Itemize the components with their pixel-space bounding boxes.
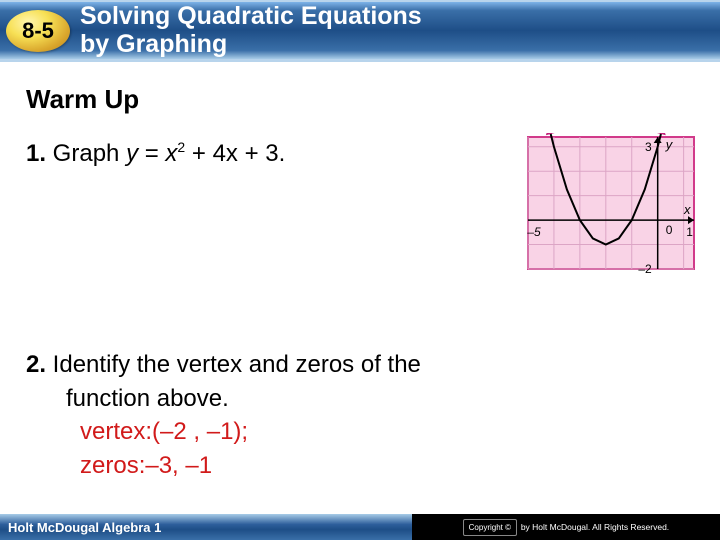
svg-text:0: 0 [666, 223, 673, 237]
q2-answer-2: zeros:–3, –1 [26, 449, 694, 483]
q1-rest: + 4x + 3. [185, 140, 285, 167]
lesson-title: Solving Quadratic Equations by Graphing [80, 3, 422, 58]
title-line-1: Solving Quadratic Equations [80, 3, 422, 31]
warmup-heading: Warm Up [26, 84, 694, 115]
svg-text:–5: –5 [526, 225, 541, 239]
q1-prefix: Graph [46, 140, 126, 167]
question-1-text: 1. Graph y = x2 + 4x + 3. [26, 133, 524, 168]
header-bar: 8-5 Solving Quadratic Equations by Graph… [0, 0, 720, 62]
title-line-2: by Graphing [80, 31, 422, 59]
content-area: Warm Up 1. Graph y = x2 + 4x + 3. –5 1 –2 3… [0, 62, 720, 492]
q2-answer-1: vertex:(–2 , –1); [26, 415, 694, 449]
q2-number: 2. [26, 351, 46, 378]
footer-copyright: Copyright © by Holt McDougal. All Rights… [412, 514, 720, 540]
copyright-text: by Holt McDougal. All Rights Reserved. [521, 522, 669, 532]
svg-text:1: 1 [686, 225, 693, 239]
q1-equals: = [138, 140, 165, 167]
q2-line-2: function above. [26, 382, 694, 416]
q2-text-a: Identify the vertex and zeros of the [46, 351, 421, 378]
lesson-number: 8-5 [22, 18, 54, 44]
footer-bar: Holt McDougal Algebra 1 Copyright © by H… [0, 514, 720, 540]
parabola-graph: –51–230xy [524, 133, 698, 273]
question-1-row: 1. Graph y = x2 + 4x + 3. –51–230xy [26, 133, 694, 278]
q1-var-y: y [126, 140, 138, 167]
svg-text:3: 3 [645, 140, 652, 154]
footer-book-title: Holt McDougal Algebra 1 [0, 514, 412, 540]
lesson-number-badge: 8-5 [6, 10, 70, 52]
q1-number: 1. [26, 140, 46, 167]
copyright-badge: Copyright © [463, 519, 517, 536]
q1-var-x: x [165, 140, 177, 167]
q2-line-1: 2. Identify the vertex and zeros of the [26, 348, 694, 382]
graph-container: –51–230xy [524, 133, 698, 278]
svg-text:–2: –2 [638, 262, 652, 273]
question-2-block: 2. Identify the vertex and zeros of the … [26, 348, 694, 482]
svg-text:x: x [683, 202, 691, 217]
